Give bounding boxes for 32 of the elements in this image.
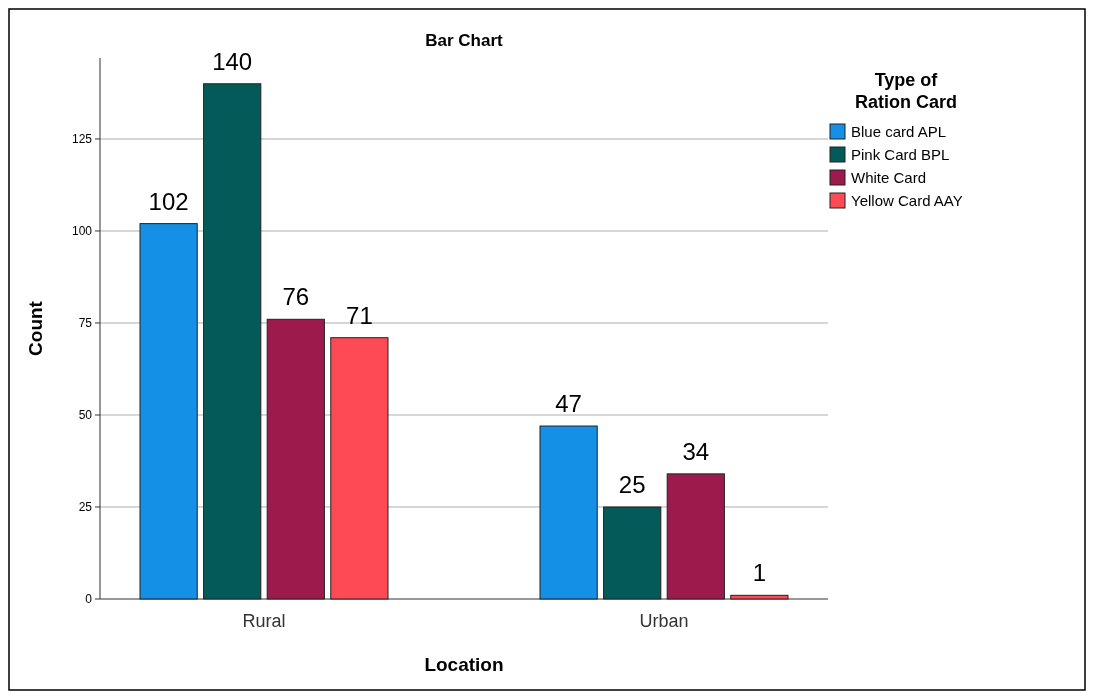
- x-axis-title: Location: [424, 654, 504, 675]
- bar: [730, 594, 789, 600]
- legend-label: Blue card APL: [851, 123, 947, 141]
- data-label: 25: [618, 470, 646, 498]
- bar: [603, 506, 662, 600]
- legend-label: Pink Card BPL: [851, 146, 950, 164]
- data-label: 71: [346, 301, 373, 329]
- y-tick-label: 50: [78, 408, 93, 423]
- x-tick-label: Rural: [242, 611, 286, 631]
- data-label: 76: [282, 283, 310, 311]
- bar: [203, 83, 262, 600]
- data-label: 47: [555, 390, 582, 418]
- bar: [330, 337, 389, 600]
- legend-title: Type of Ration Card: [854, 70, 958, 112]
- data-label: 102: [148, 187, 189, 215]
- data-label: 1: [752, 559, 767, 587]
- y-axis-title: Count: [25, 300, 46, 356]
- x-tick-label: Urban: [639, 611, 689, 631]
- y-tick-label: 100: [71, 224, 93, 239]
- data-label: 34: [682, 437, 710, 465]
- bar: [539, 425, 598, 600]
- data-label: 140: [212, 47, 253, 75]
- y-tick-label: 125: [71, 132, 93, 147]
- legend-label: Yellow Card AAY: [851, 192, 963, 210]
- chart-title: Bar Chart: [425, 31, 504, 50]
- y-tick-label: 75: [78, 316, 93, 331]
- y-tick-label: 0: [85, 592, 93, 607]
- y-tick-label: 25: [78, 500, 93, 515]
- bar: [266, 318, 325, 600]
- bar: [666, 473, 725, 600]
- legend-label: White Card: [851, 169, 927, 187]
- bar: [139, 223, 198, 600]
